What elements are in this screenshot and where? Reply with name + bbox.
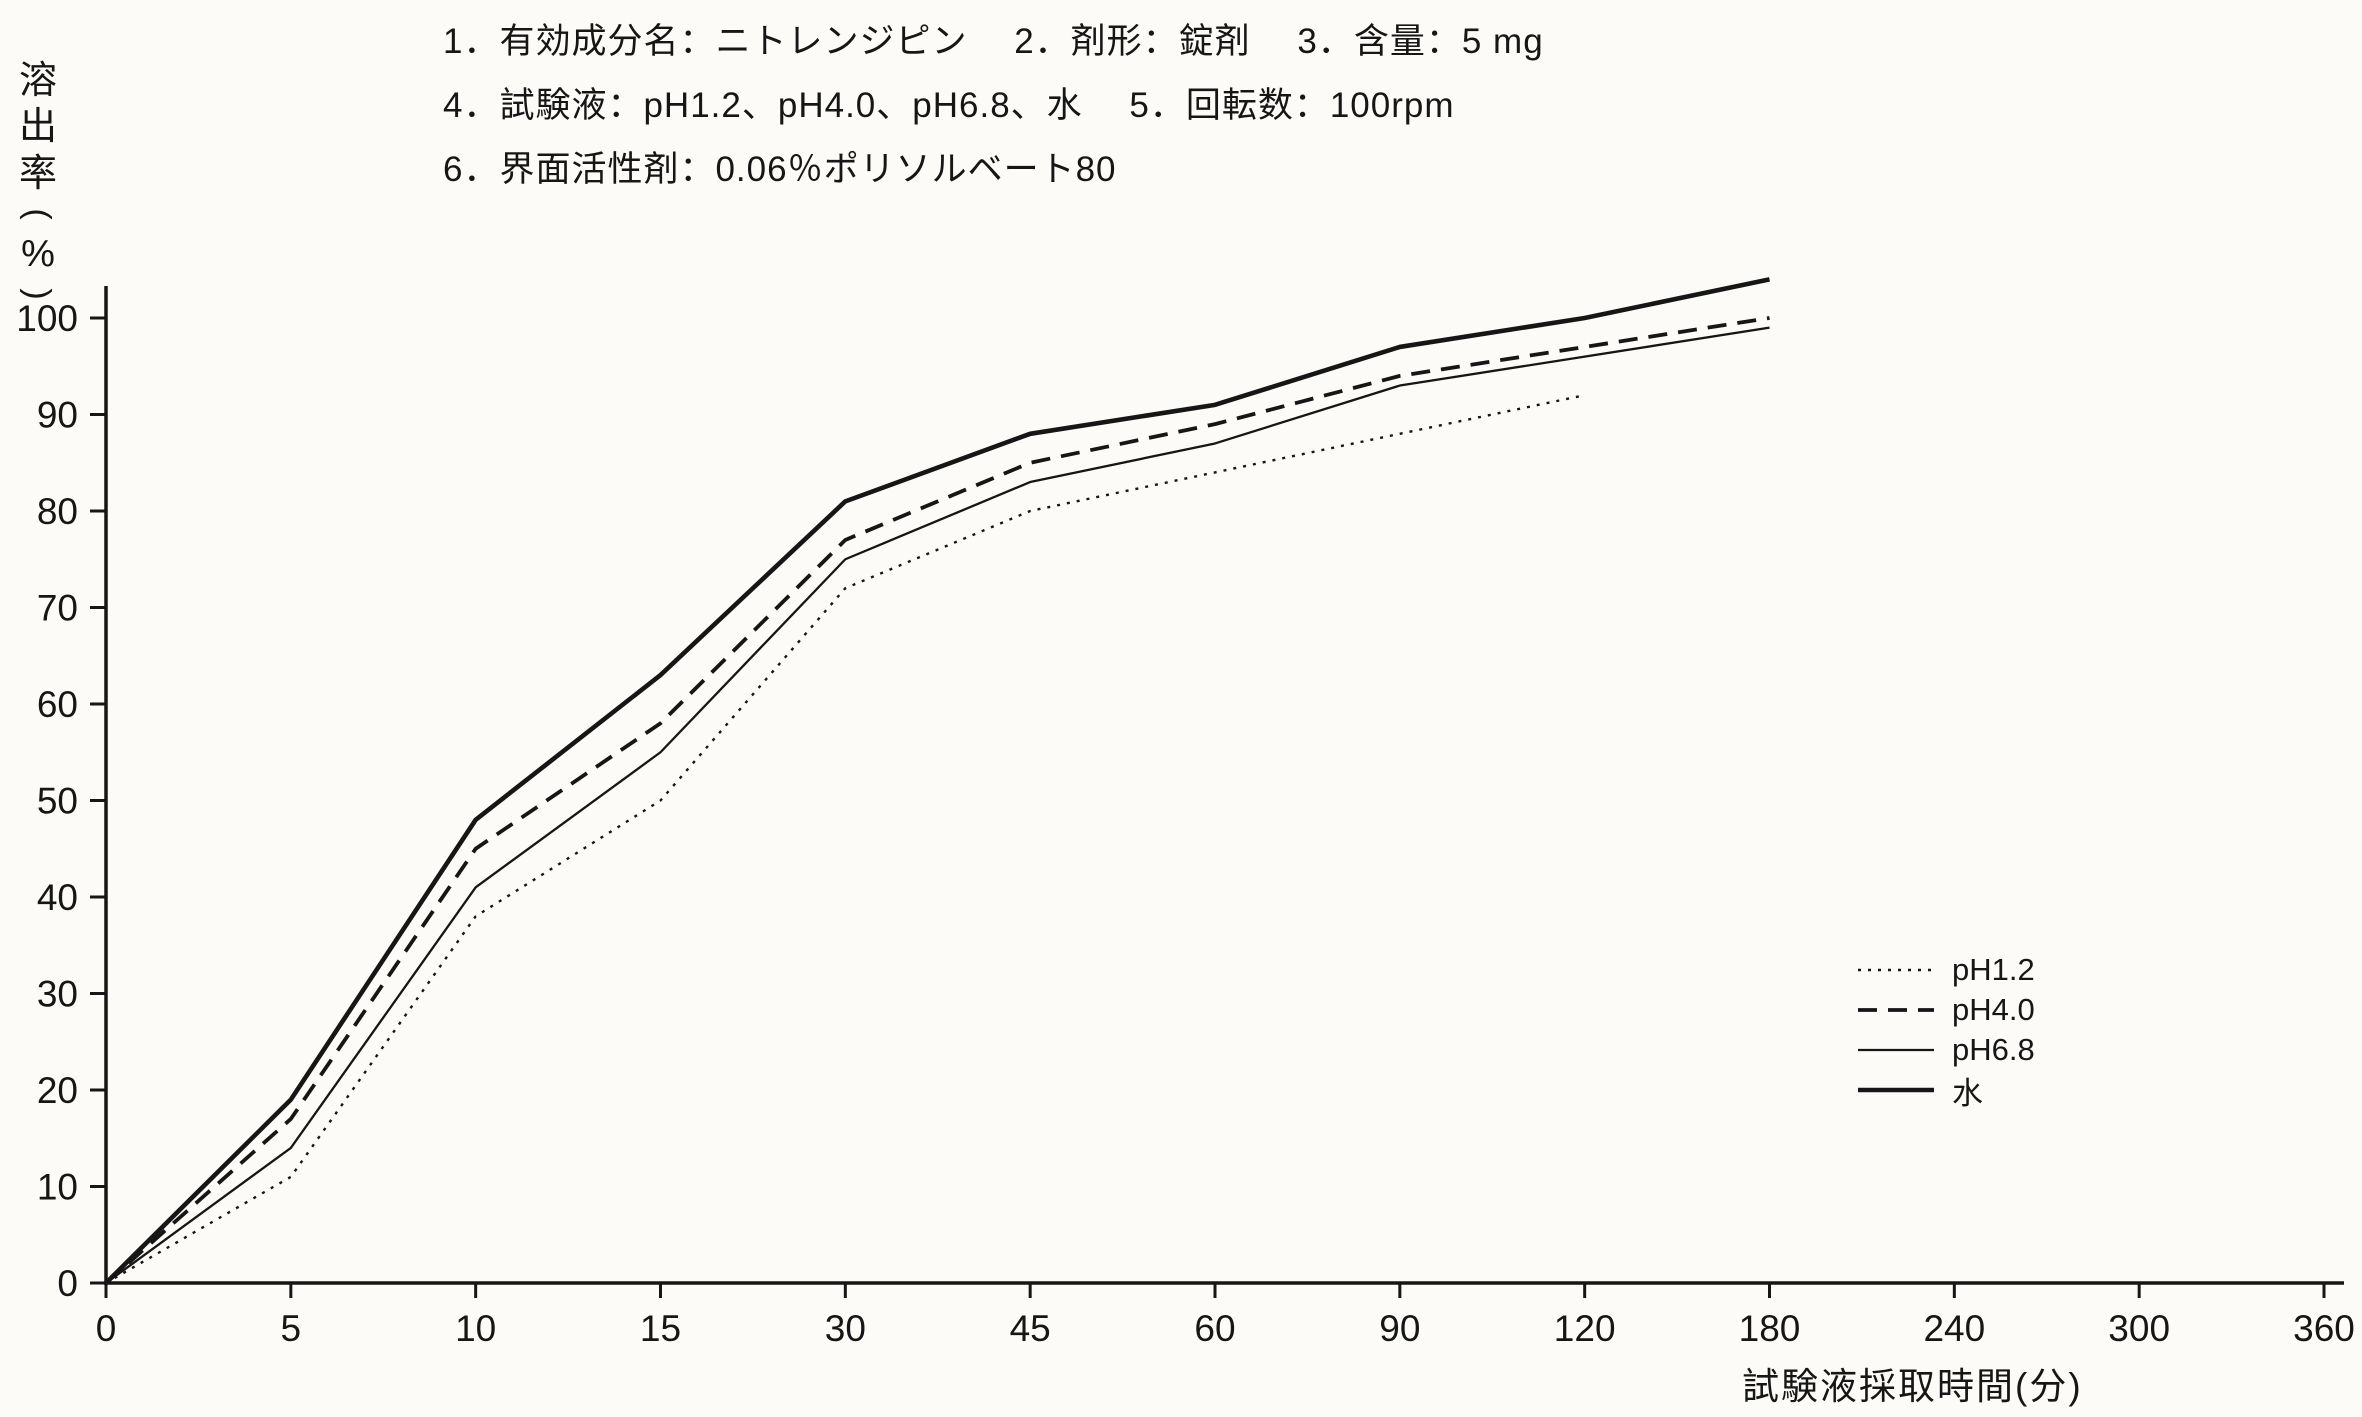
x-tick-label: 15	[640, 1308, 681, 1349]
y-tick-label: 0	[57, 1263, 78, 1304]
y-axis-label-char: 出	[18, 106, 57, 149]
x-tick-label: 120	[1554, 1308, 1616, 1349]
x-tick-label: 10	[455, 1308, 496, 1349]
legend-item-pH1.2: pH1.2	[1856, 950, 2035, 990]
x-tick-label: 5	[281, 1308, 302, 1349]
legend-item-水: 水	[1856, 1070, 2035, 1111]
legend: pH1.2 pH4.0 pH6.8 水	[1856, 950, 2035, 1111]
y-tick-label: 100	[16, 298, 78, 339]
legend-item-pH4.0: pH4.0	[1856, 990, 2035, 1030]
x-tick-label: 90	[1379, 1308, 1420, 1349]
condition-line-3: 6．界面活性剤：0.06％ポリソルベート80	[443, 150, 1117, 190]
y-tick-label: 70	[37, 588, 78, 629]
x-tick-label: 0	[96, 1308, 117, 1349]
legend-item-pH6.8: pH6.8	[1856, 1030, 2035, 1070]
x-tick-label: 300	[2108, 1308, 2170, 1349]
y-tick-label: 10	[37, 1167, 78, 1208]
y-tick-label: 80	[37, 491, 78, 532]
legend-line-sample	[1858, 968, 1934, 972]
y-axis-label-char: 率	[18, 152, 57, 195]
x-tick-label: 180	[1739, 1308, 1801, 1349]
x-tick-label: 45	[1010, 1308, 1051, 1349]
legend-line-sample	[1858, 1048, 1934, 1052]
series-pH6.8	[105, 326, 1770, 1284]
y-tick-label: 30	[37, 974, 78, 1015]
condition-line-1: 1．有効成分名：ニトレンジピン 2．剤形：錠剤 3．含量：5 mg	[443, 22, 1544, 61]
x-axis-label: 試験液採取時間(分)	[1742, 1366, 2083, 1407]
legend-label: pH1.2	[1952, 952, 2035, 987]
y-axis-label: 溶出率(%)	[14, 58, 62, 311]
test-conditions: 1．有効成分名：ニトレンジピン 2．剤形：錠剤 3．含量：5 mg 4．試験液：…	[443, 10, 1544, 202]
y-axis-label-char: %	[21, 233, 55, 276]
x-tick-label: 360	[2293, 1308, 2355, 1349]
condition-line-2: 4．試験液：pH1.2、pH4.0、pH6.8、水 5．回転数：100rpm	[443, 86, 1455, 126]
x-tick-label: 60	[1194, 1308, 1235, 1349]
series-水	[104, 277, 1770, 1285]
legend-line-sample	[1858, 1008, 1934, 1012]
y-tick-label: 90	[37, 395, 78, 436]
y-tick-label: 20	[37, 1070, 78, 1111]
y-tick-label: 50	[37, 781, 78, 822]
series-pH1.2	[105, 394, 1585, 1285]
y-tick-label: 40	[37, 877, 78, 918]
x-tick-label: 30	[825, 1308, 866, 1349]
legend-label: pH6.8	[1952, 1032, 2035, 1067]
legend-label: pH4.0	[1952, 992, 2035, 1027]
y-axis-label-char: 溶	[18, 60, 57, 102]
legend-label: 水	[1952, 1075, 1983, 1111]
x-tick-label: 240	[1923, 1308, 1985, 1349]
series-pH4.0	[104, 316, 1770, 1285]
legend-line-sample	[1858, 1087, 1934, 1093]
y-tick-label: 60	[37, 684, 78, 725]
